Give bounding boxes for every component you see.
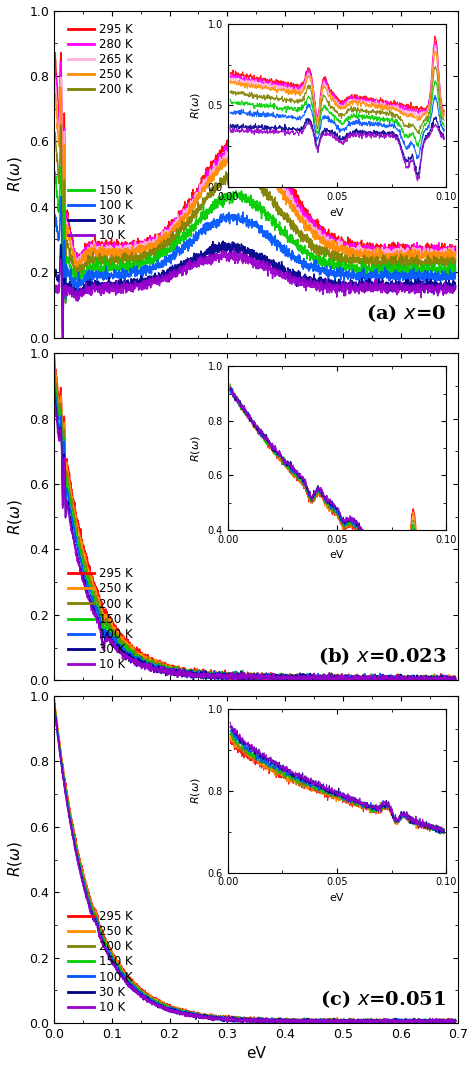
Legend: 295 K, 250 K, 200 K, 150 K, 100 K, 30 K, 10 K: 295 K, 250 K, 200 K, 150 K, 100 K, 30 K,… [68,910,132,1014]
X-axis label: eV: eV [246,1047,266,1062]
Text: (b) $x$=0.023: (b) $x$=0.023 [318,646,447,667]
Legend: 150 K, 100 K, 30 K, 10 K: 150 K, 100 K, 30 K, 10 K [68,185,132,242]
Legend: 295 K, 250 K, 200 K, 150 K, 100 K, 30 K, 10 K: 295 K, 250 K, 200 K, 150 K, 100 K, 30 K,… [68,568,132,671]
Y-axis label: $R(\omega)$: $R(\omega)$ [6,842,24,877]
Text: (c) $x$=0.051: (c) $x$=0.051 [320,988,447,1010]
Text: (a) $x$=0: (a) $x$=0 [366,303,447,324]
Y-axis label: $R(\omega)$: $R(\omega)$ [6,499,24,535]
Y-axis label: $R(\omega)$: $R(\omega)$ [6,156,24,192]
